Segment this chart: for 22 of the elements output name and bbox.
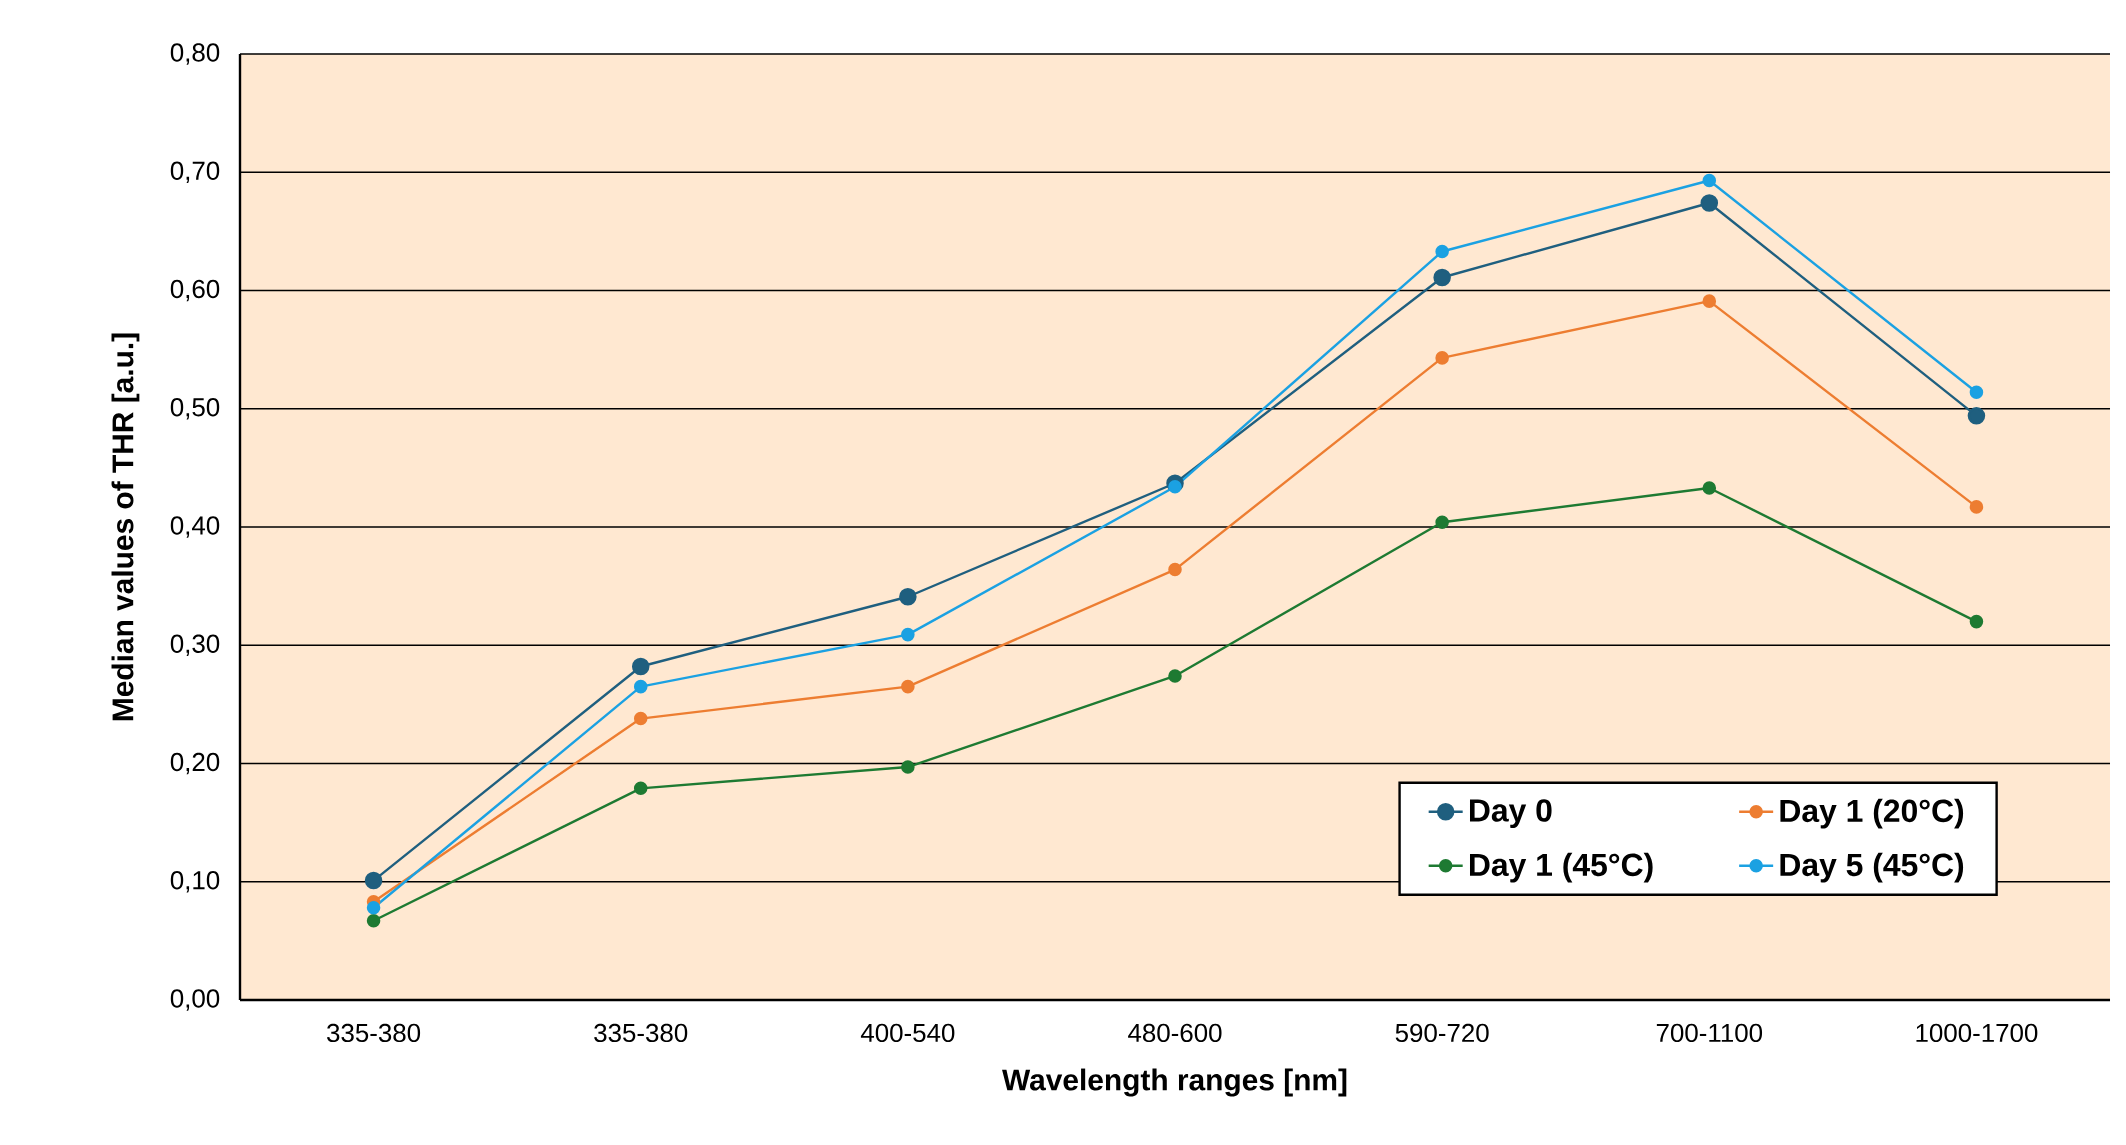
y-tick-label: 0,30: [170, 634, 220, 656]
y-tick-label: 0,00: [170, 989, 220, 1011]
y-tick-label: 0,20: [170, 752, 220, 775]
y-tick-label: 0,50: [170, 398, 220, 420]
x-tick-label: 335-380: [327, 1023, 421, 1043]
legend-label: Day 1 (45°C): [1469, 852, 1653, 883]
x-tick-label: 590-720: [1395, 1023, 1489, 1043]
y-axis-title: Median values of THR [a.u.]: [111, 333, 140, 721]
x-tick-label: 480-600: [1128, 1023, 1222, 1043]
x-tick-label: 700-1100: [1656, 1023, 1763, 1043]
y-tick-label: 0,10: [170, 871, 220, 893]
legend-label: Day 1 (20°C): [1780, 798, 1964, 829]
y-tick-label: 0,60: [170, 279, 220, 302]
x-tick-label: 1000-1700: [1916, 1023, 2038, 1043]
y-tick-label: 0,80: [170, 43, 220, 65]
y-tick-label: 0,40: [170, 516, 220, 538]
x-tick-label: 400-540: [860, 1023, 955, 1043]
legend-label: Day 5 (45°C): [1780, 852, 1964, 883]
x-axis-title: Wavelength ranges [nm]: [1002, 1068, 1347, 1097]
y-tick-label: 0,70: [170, 161, 220, 183]
x-tick-label: 335-380: [594, 1023, 688, 1043]
legend-label: Day 0: [1469, 799, 1552, 829]
